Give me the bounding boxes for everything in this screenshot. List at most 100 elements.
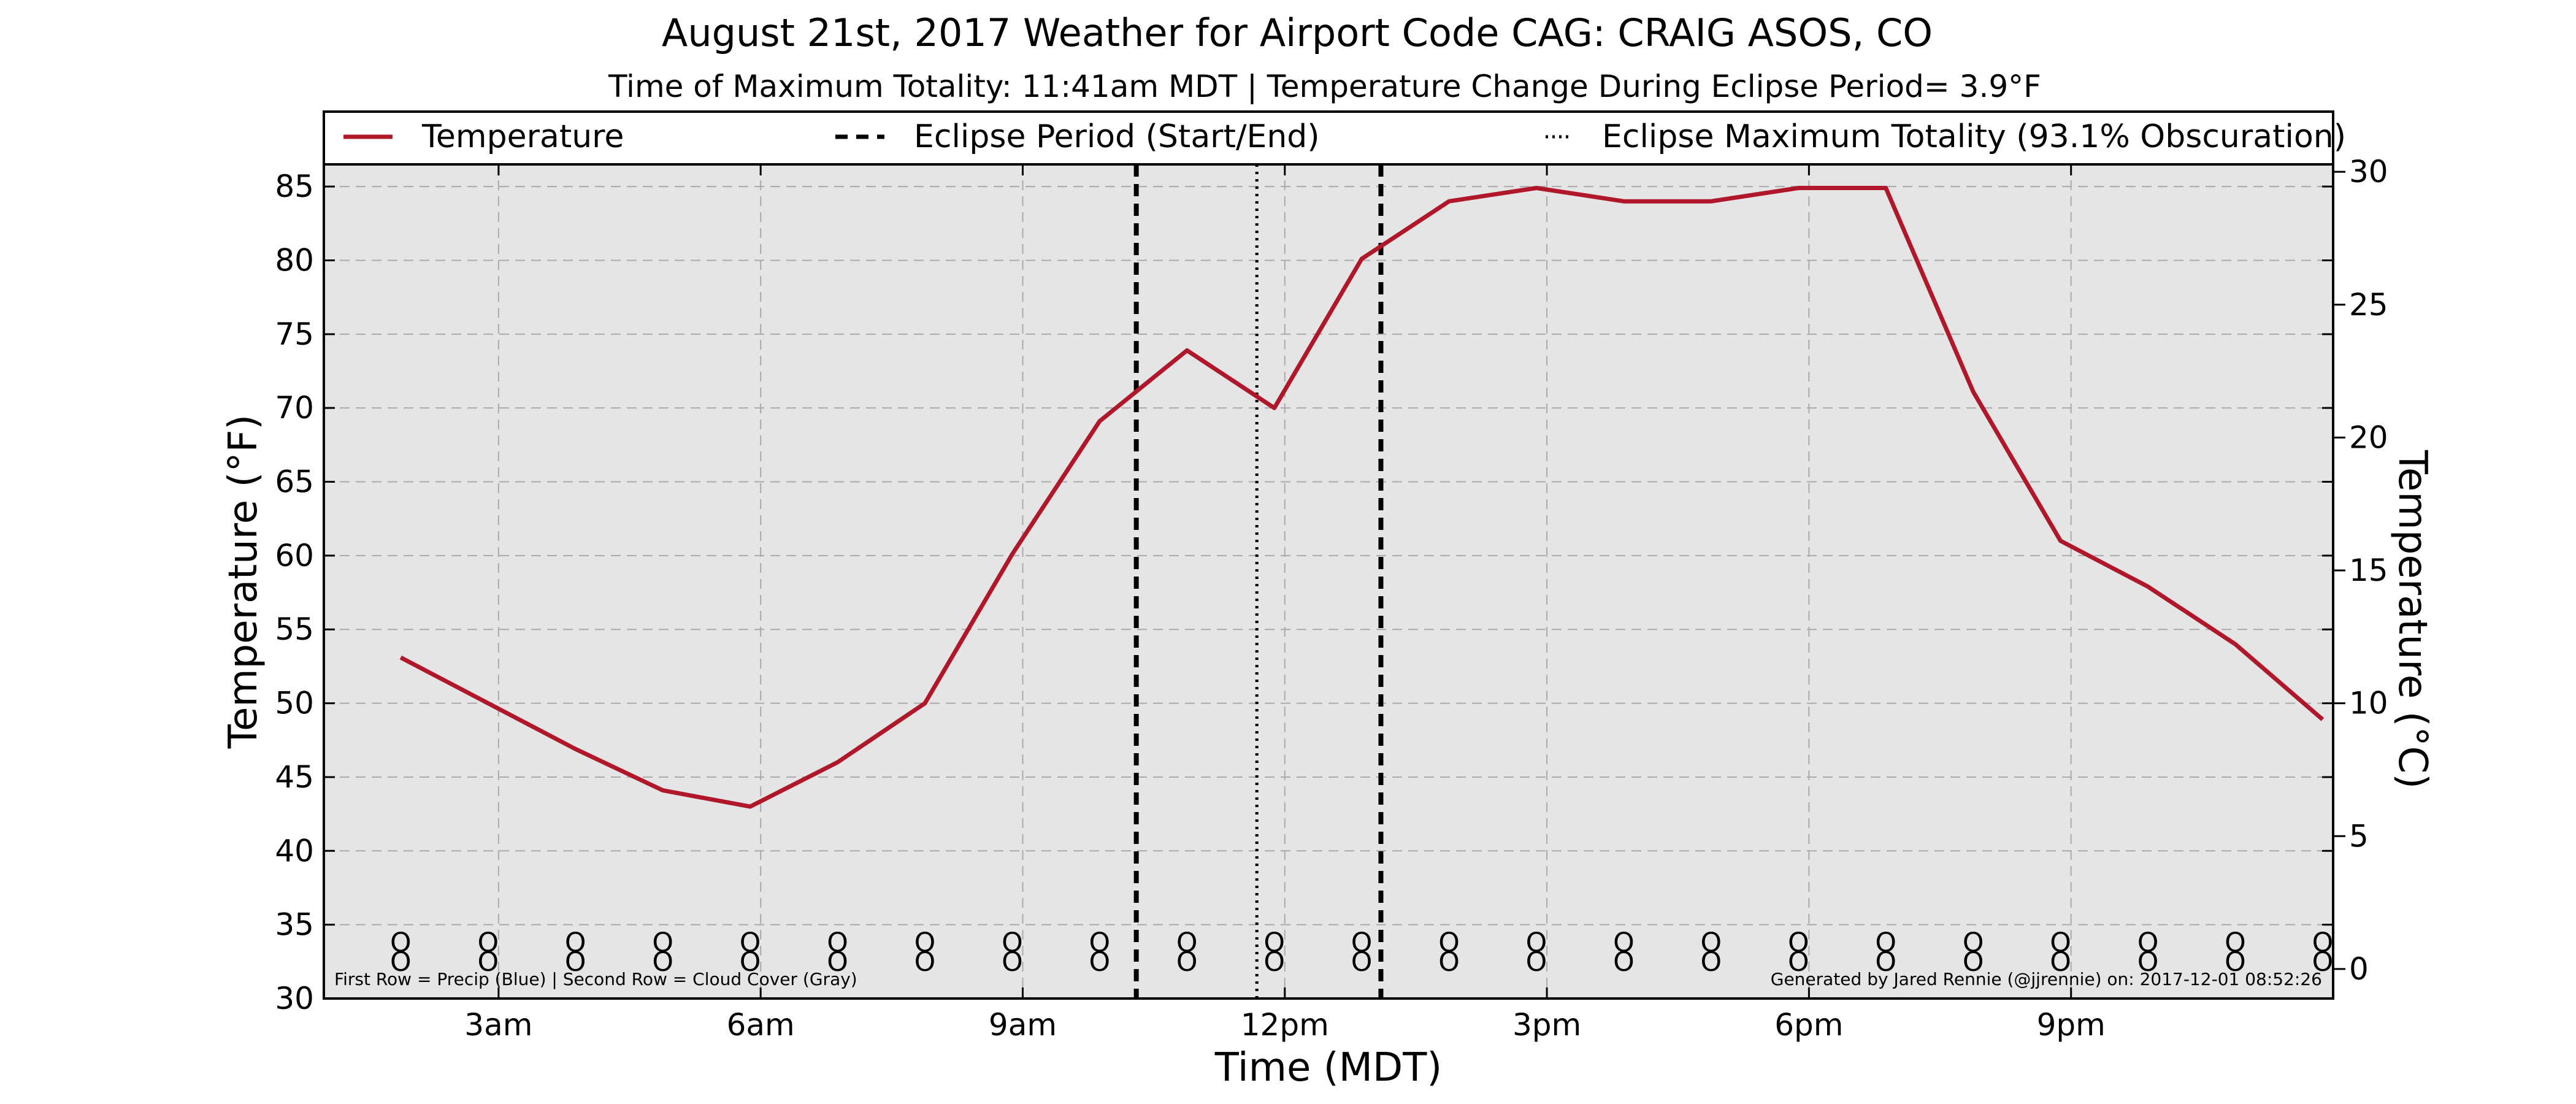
temperature-point (2234, 643, 2236, 645)
cloud-cover-symbol: O (2050, 946, 2071, 978)
precip-symbol: O (1176, 927, 1198, 959)
temperature-point (488, 703, 489, 704)
precip-symbol: O (390, 927, 412, 959)
cloud-cover-symbol: O (1788, 946, 1809, 978)
temperature-point (2322, 719, 2323, 720)
y-tick-label: 35 (275, 907, 314, 943)
y-tick-label: 80 (275, 242, 314, 278)
precip-symbol: O (1613, 927, 1635, 959)
temperature-point (1449, 201, 1450, 202)
x-tick-label: 6am (727, 1007, 795, 1043)
eclipse-markers (1133, 164, 1384, 999)
temperature-point (1885, 188, 1887, 189)
x-tick-label: 9am (989, 1007, 1057, 1043)
footnote-right: Generated by Jared Rennie (@jjrennie) on… (1771, 969, 2322, 989)
legend-frame (323, 110, 2334, 166)
x-axis-label: Time (MDT) (1214, 1045, 1443, 1091)
precip-symbol: O (827, 927, 848, 959)
legend-label-eclipse-max: Eclipse Maximum Totality (93.1% Obscurat… (1602, 118, 2346, 155)
x-tick-label: 3am (464, 1007, 532, 1043)
temperature-point (1972, 391, 1974, 393)
legend: Temperature Eclipse Period (Start/End) E… (323, 110, 2346, 166)
precip-symbol: O (477, 927, 499, 959)
cloud-cover-symbol: O (565, 946, 586, 978)
precip-symbol: O (2137, 927, 2159, 959)
cloud-cover-symbol: O (1002, 946, 1023, 978)
temperature-point (1186, 350, 1187, 351)
precip-symbol: O (1701, 927, 1722, 959)
x-axis: 3am 6am 9am 12pm 3pm 6pm 9pm (464, 164, 2106, 1043)
precip-symbol: O (740, 927, 761, 959)
temperature-point (575, 748, 576, 749)
y-axis-label-right: Temperature (°C) (2390, 450, 2435, 789)
cloud-cover-symbol: O (2225, 946, 2246, 978)
temperature-point (2060, 540, 2061, 542)
y-tick-label-right: 20 (2349, 420, 2388, 455)
cloud-cover-symbol: O (1963, 946, 1984, 978)
precip-symbol: O (1089, 927, 1111, 959)
cloud-cover-symbol: O (1089, 946, 1111, 978)
precip-symbol: O (565, 927, 586, 959)
y-tick-label-right: 30 (2349, 154, 2388, 190)
cloud-cover-symbol: O (477, 946, 499, 978)
y-tick-label: 60 (275, 538, 314, 573)
temperature-point (1798, 188, 1799, 189)
temperature-point (1274, 407, 1275, 408)
cloud-cover-symbol: O (827, 946, 848, 978)
y-tick-label: 85 (275, 169, 314, 204)
legend-label-temperature: Temperature (421, 118, 624, 155)
temperature-point (1099, 421, 1100, 422)
temperature-point (837, 762, 838, 763)
precip-symbol: O (1788, 927, 1809, 959)
temperature-point (924, 703, 926, 704)
y-axis-left: 30 35 40 45 50 55 60 65 70 75 80 85 (275, 169, 2333, 1016)
y-tick-label-right: 15 (2349, 553, 2388, 588)
y-tick-label: 55 (275, 611, 314, 647)
cloud-cover-symbol: O (1438, 946, 1460, 978)
precip-symbol: O (2225, 927, 2246, 959)
y-axis-right: 0 5 10 15 20 25 30 (2333, 154, 2388, 987)
series-layer (399, 186, 2325, 809)
temperature-point (1011, 553, 1013, 554)
precip-symbol: O (2312, 927, 2334, 959)
precip-symbol: O (2050, 927, 2071, 959)
y-tick-label: 65 (275, 464, 314, 500)
precip-symbol: O (914, 927, 936, 959)
cloud-cover-symbol: O (1263, 946, 1285, 978)
temperature-point (1361, 258, 1362, 259)
precip-symbol: O (652, 927, 673, 959)
x-tick-label: 6pm (1774, 1007, 1843, 1043)
footnote-left: First Row = Precip (Blue) | Second Row =… (334, 969, 857, 989)
grid-lines (324, 164, 2333, 999)
y-tick-label: 30 (275, 981, 314, 1016)
cloud-cover-symbol: O (1526, 946, 1547, 978)
y-tick-label-right: 0 (2349, 951, 2369, 987)
precip-symbol: O (1963, 927, 1984, 959)
cloud-cover-symbol: O (914, 946, 936, 978)
y-tick-label-right: 5 (2349, 818, 2369, 854)
y-tick-label-right: 25 (2349, 287, 2388, 323)
cloud-cover-symbol: O (1613, 946, 1635, 978)
y-tick-label: 75 (275, 316, 314, 352)
precip-symbol: O (1263, 927, 1285, 959)
temperature-point (1623, 201, 1624, 202)
temperature-point (2147, 586, 2149, 587)
chart-subtitle: Time of Maximum Totality: 11:41am MDT | … (608, 69, 2041, 104)
precip-symbol: O (1351, 927, 1373, 959)
x-tick-label: 9pm (2037, 1007, 2106, 1043)
temperature-point (1711, 201, 1712, 202)
series-line-temperature (399, 186, 2325, 809)
temperature-point (662, 790, 664, 791)
cloud-cover-symbol: O (740, 946, 761, 978)
temperature-point (749, 806, 751, 807)
precip-symbol: O (1438, 927, 1460, 959)
y-axis-label: Temperature (°F) (221, 415, 266, 749)
x-tick-label: 3pm (1512, 1007, 1581, 1043)
cloud-cover-symbol: O (1351, 946, 1373, 978)
precip-symbol: O (1875, 927, 1896, 959)
y-tick-label: 70 (275, 390, 314, 426)
cloud-cover-symbol: O (1176, 946, 1198, 978)
temperature-point (1536, 188, 1537, 189)
y-tick-label: 50 (275, 686, 314, 721)
